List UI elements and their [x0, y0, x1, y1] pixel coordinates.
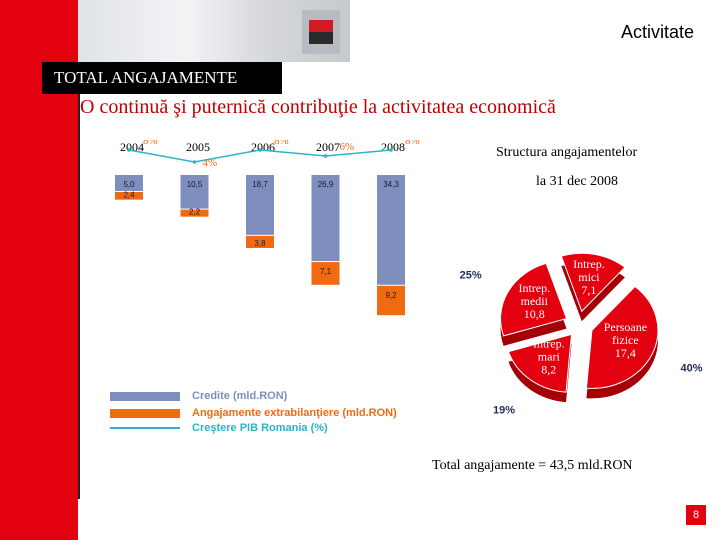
- credit-label: 10,5: [187, 180, 203, 189]
- pib-label: 4%: [203, 157, 218, 169]
- banner-title: TOTAL ANGAJAMENTE: [42, 62, 282, 94]
- legend-label-pib: Creştere PIB Romania (%): [192, 422, 328, 434]
- pib-label: 6%: [340, 141, 355, 153]
- pie-slice: [507, 333, 573, 393]
- pib-point: [192, 160, 197, 164]
- pie-slice-label: Intrep.: [533, 336, 565, 350]
- brd-logo-black: [309, 32, 333, 44]
- year-label-2007: 2007: [316, 140, 340, 154]
- pie-slice-label: mici: [578, 270, 600, 284]
- credit-label: 34,3: [383, 180, 399, 189]
- pie-percent-label: 25%: [460, 270, 482, 282]
- structure-pie-chart: Intrep.mici7,116%Persoanefizice17,440%In…: [460, 252, 703, 416]
- credit-label: 26,9: [318, 180, 334, 189]
- credit-bar: [311, 175, 340, 262]
- ext-label: 3,8: [254, 239, 266, 248]
- pib-label: 8%: [143, 140, 158, 147]
- ext-label: 7,1: [320, 267, 332, 276]
- pie-percent-label: 19%: [493, 404, 515, 416]
- pie-percent-label: 40%: [680, 363, 702, 375]
- pie-date: la 31 dec 2008: [536, 174, 619, 189]
- page-subtitle: O continuă şi puternică contribuţie la a…: [80, 96, 556, 118]
- pib-point: [389, 148, 393, 152]
- ext-bar: [115, 192, 143, 200]
- pie-slice-label: 10,8: [524, 307, 545, 321]
- year-label-2005: 2005: [186, 140, 210, 154]
- brd-logo-red: [309, 20, 333, 32]
- pie-slice: [560, 252, 626, 313]
- pie-slice-label: Persoane: [604, 320, 647, 334]
- credit-label: 18,7: [252, 180, 268, 189]
- legend-swatch-extrabilantiere: [110, 409, 180, 418]
- pie-slice-label: medii: [521, 294, 549, 308]
- credit-bar: [377, 175, 405, 285]
- ext-label: 2,4: [123, 191, 135, 200]
- legend-swatch-pib: [110, 427, 180, 429]
- pie-slice-label: mari: [538, 349, 561, 363]
- legend-label-credit: Credite (mld.RON): [192, 390, 288, 402]
- section-title: Activitate: [620, 22, 694, 42]
- pib-label: 8%: [274, 140, 289, 147]
- pib-point: [323, 154, 328, 158]
- pie-slice-label: 7,1: [581, 283, 596, 297]
- legend-label-extrabilantiere: Angajamente extrabilanţiere (mld.RON): [192, 407, 397, 419]
- ext-bar: [377, 285, 405, 316]
- pie-slice-label: Intrep.: [518, 281, 550, 295]
- credit-bar: [115, 175, 143, 191]
- pib-point: [127, 148, 131, 152]
- pie-slice-label: fizice: [612, 333, 639, 347]
- credit-label: 5,0: [123, 180, 135, 189]
- engagements-bar-chart: 8% 4% 8% 6% 8% 5,0 2,4 10,5 2,2 18,7 3,8 26,9 7,1 34,…: [115, 140, 420, 316]
- legend-swatch-credit: [110, 392, 180, 401]
- pie-slice: [500, 262, 568, 337]
- year-label-2004: 2004: [120, 140, 144, 154]
- pie-slice-label: 8,2: [541, 362, 556, 376]
- pib-label: 8%: [405, 140, 420, 147]
- page-number: 8: [686, 505, 706, 525]
- ext-label: 9,2: [385, 291, 397, 300]
- pie-slice-label: Intrep.: [573, 257, 605, 271]
- pie-slice-label: 17,4: [615, 346, 636, 360]
- pie-slice: [585, 285, 659, 389]
- ext-bar: [180, 209, 209, 217]
- ext-bar: [311, 262, 340, 285]
- credit-bar: [246, 175, 274, 235]
- ext-label: 2,2: [189, 208, 201, 217]
- ext-bar: [246, 235, 274, 248]
- credit-bar: [180, 175, 209, 209]
- total-engagements: Total angajamente = 43,5 mld.RON: [432, 458, 633, 473]
- pie-title: Structura angajamentelor: [496, 145, 638, 160]
- divider-line: [78, 94, 80, 499]
- pib-point: [258, 148, 262, 152]
